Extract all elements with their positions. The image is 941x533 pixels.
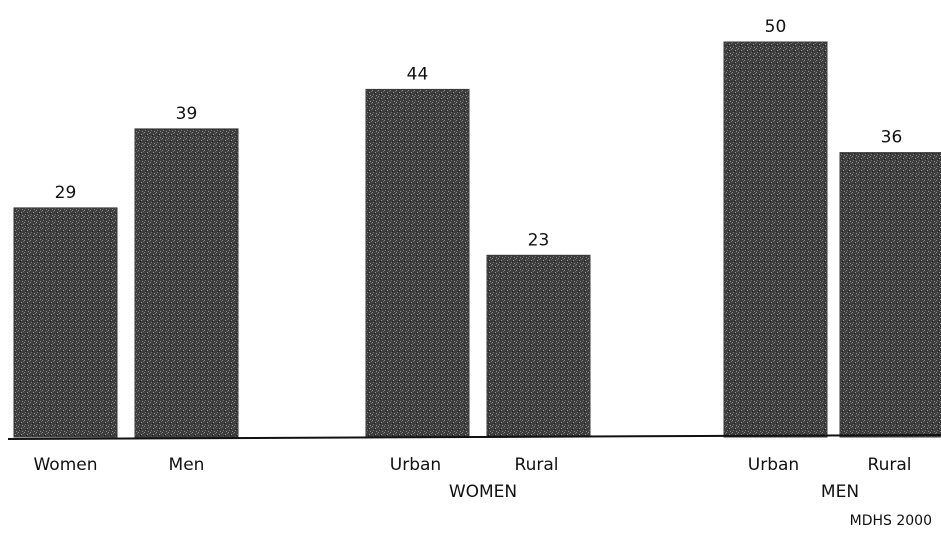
bar-4 [723,41,828,438]
group-label-1: WOMEN [449,482,517,502]
value-label-5: 36 [881,128,903,148]
category-label-5: Rural [868,455,912,475]
group-labels-layer: WOMEN MEN [449,482,859,502]
bar-1 [134,128,239,438]
value-label-2: 44 [407,64,429,84]
category-label-3: Rural [515,455,559,475]
value-label-1: 39 [176,104,198,124]
category-labels-layer: Women Men Urban Rural Urban Rural [33,455,911,475]
source-label: MDHS 2000 [850,513,932,529]
x-axis-baseline [7,434,941,440]
bar-2 [365,88,470,438]
category-label-4: Urban [748,455,799,475]
category-label-0: Women [33,455,97,475]
value-label-4: 50 [765,17,787,37]
group-label-2: MEN [821,482,859,502]
bar-0 [13,207,118,438]
bar-3 [486,254,591,438]
bar-5 [839,152,941,438]
value-labels-layer: 29 39 44 23 50 36 [55,17,903,250]
value-label-0: 29 [55,183,77,203]
value-label-3: 23 [528,230,550,250]
bars-layer [13,41,941,438]
category-label-2: Urban [390,455,441,475]
category-label-1: Men [169,455,205,475]
